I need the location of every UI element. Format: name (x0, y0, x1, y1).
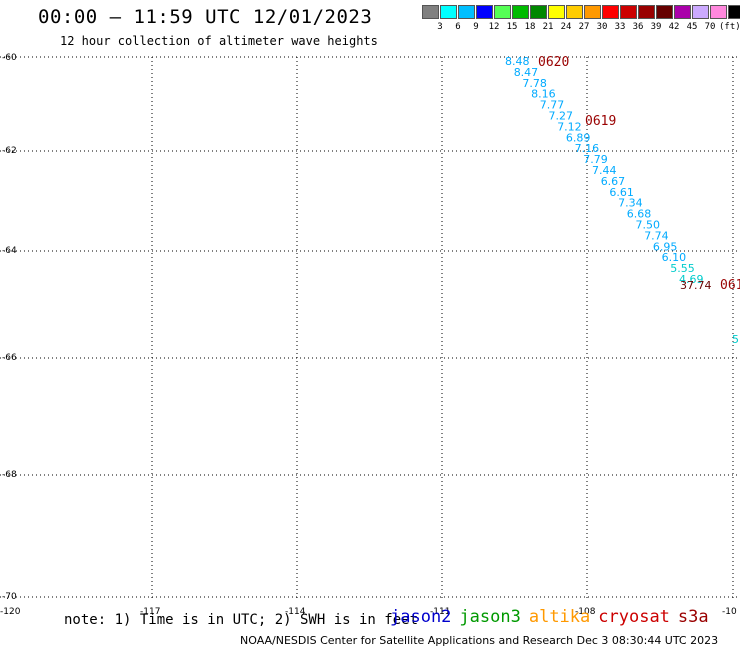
legend-swatch (584, 5, 601, 19)
lon-tick-label: -117 (140, 607, 160, 617)
wave-height-value: 7.34 (618, 197, 643, 210)
legend-swatch (494, 5, 511, 19)
legend-swatch (548, 5, 565, 19)
time-label: 0619 (585, 114, 616, 129)
wave-height-value: 5.55 (670, 262, 695, 275)
legend-swatch (476, 5, 493, 19)
color-legend-labels: 3 6 9 12 15 18 21 24 27 30 33 36 39 42 45 70 (ft) (422, 22, 740, 34)
lat-tick-label: -60 (2, 53, 17, 63)
satellite-name: jason2 (390, 607, 452, 627)
legend-label: 39 (650, 22, 662, 32)
legend-swatch (512, 5, 529, 19)
legend-swatch (692, 5, 709, 19)
wave-height-value: 7.79 (583, 153, 608, 166)
wave-height-value-edge: 5 (732, 333, 739, 346)
legend-label: 70 (704, 22, 716, 32)
satellite-name: cryosat (598, 607, 670, 627)
lon-tick-label: -114 (285, 607, 306, 617)
wave-height-value: 6.61 (609, 186, 634, 199)
wave-height-value: 4.69 (679, 273, 704, 286)
graticule (0, 56, 740, 600)
lat-tick-label: -62 (2, 146, 17, 156)
legend-swatch (530, 5, 547, 19)
legend-swatch (656, 5, 673, 19)
wave-height-value: 6.10 (662, 251, 687, 264)
lat-tick-label: -66 (2, 353, 17, 363)
time-label: 061 (720, 278, 740, 293)
wave-height-value: 7.74 (644, 229, 669, 242)
color-legend (422, 5, 740, 19)
lat-tick-label: -70 (2, 592, 17, 602)
legend-swatch (674, 5, 691, 19)
legend-label: 30 (596, 22, 608, 32)
legend-swatch (620, 5, 637, 19)
legend-label: 33 (614, 22, 626, 32)
legend-label: 45 (686, 22, 698, 32)
legend-swatch (602, 5, 619, 19)
satellite-legend: jason2 jason3 altika cryosat s3a (390, 607, 717, 627)
satellite-name: s3a (677, 607, 709, 627)
lon-tick-label: -10 (722, 607, 737, 617)
wave-height-value: 7.16 (575, 142, 600, 155)
wave-height-value: 7.44 (592, 164, 617, 177)
legend-label: 12 (488, 22, 500, 32)
map-title: 00:00 – 11:59 UTC 12/01/2023 (38, 6, 373, 28)
altimeter-track: 062006190618.488.477.788.167.777.277.126… (505, 55, 740, 346)
legend-label: 6 (455, 22, 461, 32)
time-label: 0620 (538, 55, 569, 70)
wave-height-value: 8.16 (531, 88, 556, 101)
legend-swatch (728, 5, 740, 19)
wave-height-value: 6.68 (627, 208, 652, 221)
legend-label: 9 (473, 22, 479, 32)
lon-tick-label: -120 (0, 607, 21, 617)
legend-swatch (440, 5, 457, 19)
legend-label: 21 (542, 22, 554, 32)
legend-label: 42 (668, 22, 680, 32)
wave-height-value: 6.89 (566, 131, 591, 144)
lat-tick-label: -68 (2, 470, 17, 480)
legend-swatch (458, 5, 475, 19)
legend-swatch (710, 5, 727, 19)
note-text: note: 1) Time is in UTC; 2) SWH is in fe… (64, 612, 419, 628)
wave-height-value: 6.67 (601, 175, 626, 188)
satellite-name: jason3 (459, 607, 521, 627)
credit-line: NOAA/NESDIS Center for Satellite Applica… (240, 634, 719, 647)
lon-tick-label: -108 (575, 607, 596, 617)
wave-height-value: 7.27 (549, 110, 574, 123)
legend-label: 18 (524, 22, 536, 32)
wave-height-value: 6.95 (653, 240, 678, 253)
wave-height-value: 7.77 (540, 99, 565, 112)
legend-label: 15 (506, 22, 518, 32)
wave-height-value: 8.48 (505, 55, 530, 68)
map-subtitle: 12 hour collection of altimeter wave hei… (60, 34, 378, 48)
wave-height-value: 8.47 (514, 66, 539, 79)
legend-label: 27 (578, 22, 590, 32)
legend-label: 24 (560, 22, 572, 32)
lat-tick-label: -64 (2, 246, 17, 256)
legend-swatch (638, 5, 655, 19)
wave-height-value: 7.12 (557, 120, 582, 133)
legend-label: 36 (632, 22, 644, 32)
legend-swatch (566, 5, 583, 19)
wave-height-value: 7.78 (522, 77, 547, 90)
legend-label: (ft) (719, 22, 740, 32)
lon-tick-label: -111 (430, 607, 450, 617)
wave-height-value-outlier: 37.74 (680, 279, 712, 292)
legend-swatch (422, 5, 439, 19)
satellite-name: altika (528, 607, 591, 627)
wave-height-value: 7.50 (636, 219, 661, 232)
legend-label: 3 (437, 22, 443, 32)
axis-ticks: -60 -62 -64 -66 -68 -70 -120 -117 -114 -111 -108 -1… (0, 53, 737, 617)
